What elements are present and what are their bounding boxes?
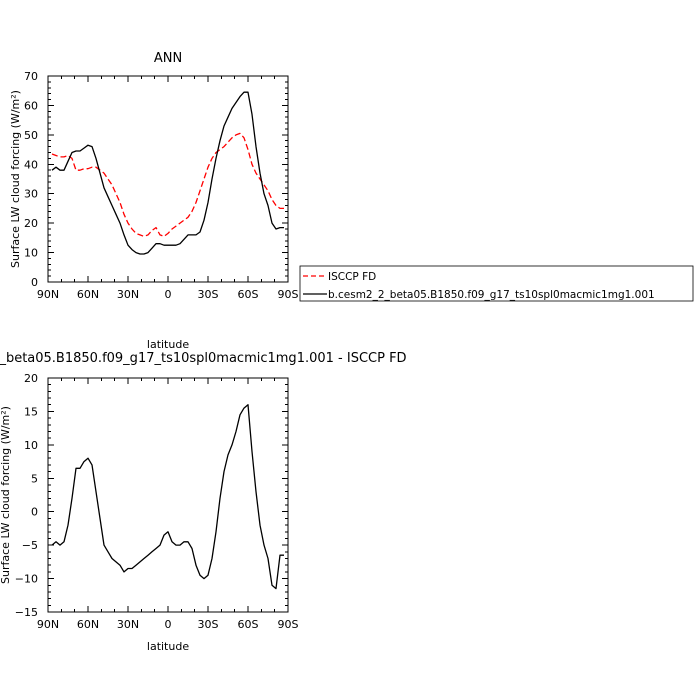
top-x-tick-label: 60N bbox=[77, 288, 99, 301]
bottom-y-tick-label: −15 bbox=[15, 606, 38, 619]
bottom-x-tick-label: 30S bbox=[198, 618, 219, 631]
bottom-x-tick-label: 90S bbox=[278, 618, 299, 631]
top-y-tick-label: 10 bbox=[24, 247, 38, 260]
bottom-series-line-0 bbox=[51, 404, 284, 590]
legend-box bbox=[299, 265, 694, 302]
top-x-tick-label: 90N bbox=[37, 288, 59, 301]
bottom-panel: b.cesm2_2_beta05.B1850.f09_g17_ts10spl0m… bbox=[0, 351, 407, 653]
top-x-tick-label: 60S bbox=[238, 288, 259, 301]
top-x-tick-label: 90S bbox=[278, 288, 299, 301]
bottom-y-tick-label: 5 bbox=[31, 472, 38, 485]
top-y-tick-label: 40 bbox=[24, 158, 38, 171]
top-x-tick-label: 30N bbox=[117, 288, 139, 301]
top-series-line-1 bbox=[51, 91, 284, 255]
top-panel: ANN Surface LW cloud forcing (W/m²) lati… bbox=[9, 51, 299, 351]
top-chart-title: ANN bbox=[154, 51, 182, 66]
legend: ISCCP FD b.cesm2_2_beta05.B1850.f09_g17_… bbox=[299, 265, 694, 302]
bottom-x-tick-label: 60S bbox=[238, 618, 259, 631]
bottom-y-tick-label: 10 bbox=[24, 439, 38, 452]
top-series-line-0 bbox=[51, 132, 284, 238]
top-y-axis-label: Surface LW cloud forcing (W/m²) bbox=[9, 90, 22, 268]
top-y-tick-label: 50 bbox=[24, 129, 38, 142]
top-y-tick-label: 0 bbox=[31, 276, 38, 289]
bottom-x-tick-label: 30N bbox=[117, 618, 139, 631]
top-y-tick-label: 30 bbox=[24, 188, 38, 201]
top-y-tick-label: 70 bbox=[24, 70, 38, 83]
bottom-y-tick-label: 0 bbox=[31, 506, 38, 519]
top-plot-frame bbox=[47, 75, 289, 283]
top-x-axis-label: latitude bbox=[147, 338, 189, 351]
bottom-y-tick-label: −5 bbox=[22, 539, 38, 552]
bottom-chart-title: b.cesm2_2_beta05.B1850.f09_g17_ts10spl0m… bbox=[0, 351, 407, 366]
top-x-tick-label: 30S bbox=[198, 288, 219, 301]
bottom-y-tick-label: −10 bbox=[15, 573, 38, 586]
legend-label-isccp: ISCCP FD bbox=[328, 271, 376, 283]
bottom-plot-frame bbox=[47, 377, 289, 613]
bottom-y-axis-label: Surface LW cloud forcing (W/m²) bbox=[0, 406, 12, 584]
bottom-x-tick-label: 0 bbox=[165, 618, 172, 631]
bottom-x-tick-label: 90N bbox=[37, 618, 59, 631]
top-y-tick-label: 20 bbox=[24, 217, 38, 230]
top-y-tick-label: 60 bbox=[24, 99, 38, 112]
bottom-x-axis-label: latitude bbox=[147, 640, 189, 653]
legend-label-model: b.cesm2_2_beta05.B1850.f09_g17_ts10spl0m… bbox=[328, 289, 655, 301]
bottom-x-tick-label: 60N bbox=[77, 618, 99, 631]
bottom-y-tick-label: 15 bbox=[24, 405, 38, 418]
top-x-tick-label: 0 bbox=[165, 288, 172, 301]
bottom-y-tick-label: 20 bbox=[24, 372, 38, 385]
